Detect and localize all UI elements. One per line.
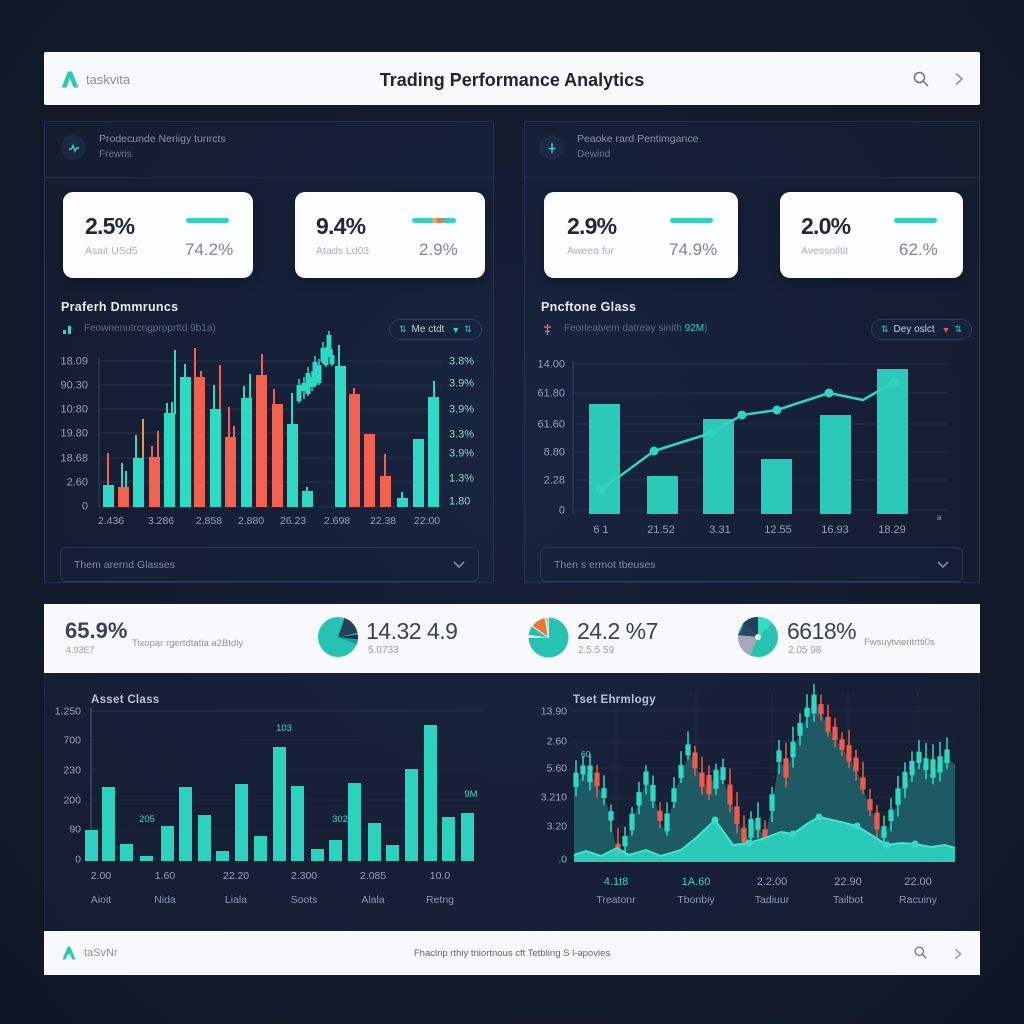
svg-text:16.93: 16.93 (821, 524, 849, 536)
svg-text:10.0: 10.0 (430, 870, 451, 882)
svg-text:14.00: 14.00 (537, 359, 565, 371)
svg-text:205: 205 (139, 814, 155, 825)
svg-text:60: 60 (581, 749, 591, 759)
svg-text:2.28: 2.28 (544, 475, 565, 487)
svg-text:103: 103 (276, 723, 292, 734)
svg-text:26.23: 26.23 (280, 515, 306, 527)
svg-text:2.300: 2.300 (291, 870, 317, 882)
svg-text:Nida: Nida (154, 894, 176, 906)
svg-text:5.60: 5.60 (547, 763, 568, 775)
svg-text:18.68: 18.68 (60, 453, 88, 465)
svg-text:2.858: 2.858 (196, 515, 222, 527)
svg-text:200: 200 (63, 795, 81, 807)
svg-text:3.8%: 3.8% (449, 356, 474, 368)
svg-text:3.286: 3.286 (148, 515, 174, 527)
svg-text:3.3%: 3.3% (449, 429, 474, 441)
svg-text:22.38: 22.38 (370, 515, 396, 527)
svg-text:61.60: 61.60 (537, 419, 565, 431)
svg-text:9M: 9M (464, 789, 477, 800)
svg-text:a: a (937, 513, 942, 522)
svg-text:2.00: 2.00 (91, 870, 112, 882)
svg-text:.0: .0 (558, 854, 567, 866)
svg-text:3.9%: 3.9% (449, 404, 474, 416)
svg-text:1.3%: 1.3% (449, 473, 474, 485)
svg-text:Tbonbiy: Tbonbiy (677, 894, 715, 906)
svg-text:22.20: 22.20 (223, 870, 249, 882)
svg-text:2.2.00: 2.2.00 (757, 876, 788, 888)
svg-text:2.085: 2.085 (360, 870, 386, 882)
svg-text:12.55: 12.55 (764, 524, 792, 536)
svg-text:90.30: 90.30 (60, 380, 88, 392)
svg-text:1.60: 1.60 (155, 870, 176, 882)
svg-text:3.9%: 3.9% (449, 448, 474, 460)
svg-text:2.698: 2.698 (324, 515, 350, 527)
svg-text:700: 700 (63, 735, 81, 747)
svg-text:3.31: 3.31 (709, 524, 730, 536)
svg-text:Soots: Soots (291, 894, 318, 906)
svg-text:2.436: 2.436 (98, 515, 124, 527)
svg-text:2.60: 2.60 (67, 477, 88, 489)
svg-text:4.1t8: 4.1t8 (604, 876, 628, 888)
svg-text:Aioit: Aioit (91, 894, 112, 906)
svg-text:3.210: 3.210 (541, 792, 567, 804)
svg-text:6 1: 6 1 (593, 524, 608, 536)
svg-text:13.90: 13.90 (541, 706, 567, 718)
svg-text:1.250: 1.250 (55, 706, 81, 718)
svg-text:230: 230 (63, 765, 81, 777)
svg-text:2.60: 2.60 (547, 736, 568, 748)
svg-text:Treatonr: Treatonr (596, 894, 636, 906)
svg-text:Tadiuur: Tadiuur (755, 894, 790, 906)
svg-text:1.80: 1.80 (449, 496, 470, 508)
svg-text:19.80: 19.80 (60, 428, 88, 440)
svg-text:3.9%: 3.9% (449, 378, 474, 390)
svg-text:22.90: 22.90 (834, 876, 862, 888)
svg-text:0: 0 (75, 854, 81, 866)
svg-text:2.880: 2.880 (238, 515, 264, 527)
svg-text:Liala: Liala (225, 894, 247, 906)
svg-text:302: 302 (332, 814, 348, 825)
svg-text:0: 0 (82, 501, 88, 513)
svg-text:21.52: 21.52 (647, 524, 675, 536)
svg-text:8.80: 8.80 (544, 447, 565, 459)
svg-text:Alala: Alala (361, 894, 385, 906)
svg-text:90: 90 (69, 824, 81, 836)
svg-text:18.09: 18.09 (60, 356, 88, 368)
svg-text:0: 0 (559, 505, 565, 517)
svg-text:1A.60: 1A.60 (682, 876, 711, 888)
svg-text:Retng: Retng (426, 894, 454, 906)
svg-text:Racuiny: Racuiny (899, 894, 938, 906)
svg-text:22.00: 22.00 (904, 876, 932, 888)
svg-text:61.80: 61.80 (537, 388, 565, 400)
svg-text:10:80: 10:80 (60, 404, 88, 416)
svg-text:3.20: 3.20 (547, 821, 568, 833)
svg-text:18.29: 18.29 (878, 524, 906, 536)
svg-text:22:00: 22:00 (414, 515, 440, 527)
svg-text:Tailbot: Tailbot (833, 894, 863, 906)
